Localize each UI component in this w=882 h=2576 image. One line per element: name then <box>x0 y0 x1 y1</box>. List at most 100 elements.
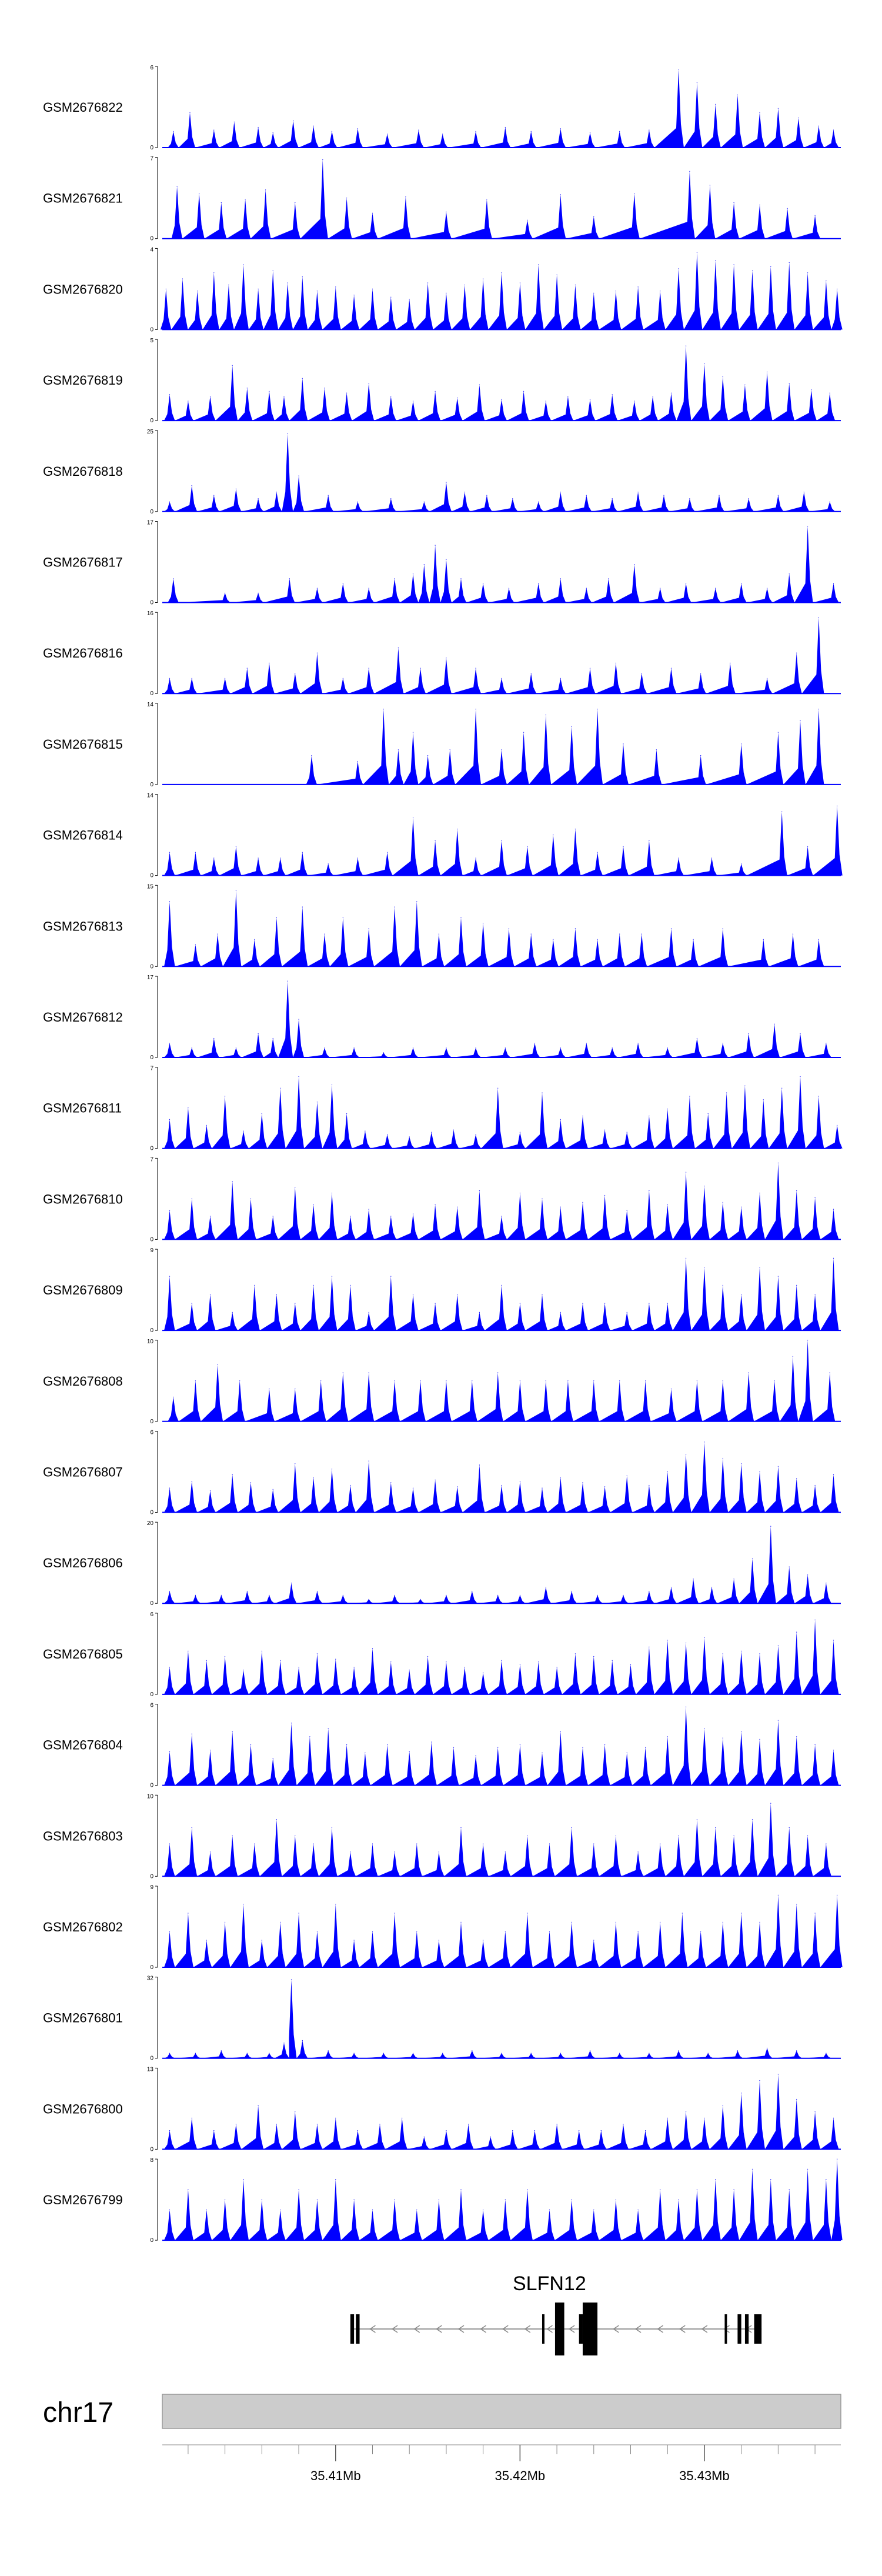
peak-point <box>189 112 191 113</box>
peak-point <box>789 573 790 575</box>
y-axis-max-label: 16 <box>147 610 154 617</box>
peak-point <box>195 1380 196 1382</box>
peak-point <box>619 131 620 132</box>
peak-point <box>320 1380 322 1382</box>
peak-point <box>501 1284 502 1286</box>
y-axis-zero-label: 0 <box>150 1964 153 1971</box>
peak-point <box>774 1023 775 1025</box>
peak-point <box>206 1660 207 1661</box>
peak-point <box>276 917 277 919</box>
peak-point <box>435 391 436 392</box>
peak-point <box>302 276 303 278</box>
coverage-area <box>164 890 824 967</box>
peak-point <box>213 1037 215 1039</box>
peak-point <box>460 917 462 919</box>
track-GSM2676819: GSM2676819 5 0 <box>43 338 841 424</box>
peak-point <box>486 495 487 496</box>
peak-point <box>781 1087 783 1089</box>
y-axis-zero-label: 0 <box>150 145 153 151</box>
peak-point <box>479 1190 480 1192</box>
y-axis-max-label: 7 <box>150 1156 153 1163</box>
peak-point <box>169 2053 171 2054</box>
coverage-area <box>160 252 843 330</box>
peak-point <box>763 939 764 940</box>
peak-point <box>435 1303 436 1304</box>
peak-point <box>667 1471 668 1473</box>
coverage-area <box>164 1620 839 1694</box>
track-GSM2676800: GSM2676800 13 0 <box>43 2066 841 2153</box>
peak-point <box>759 1739 760 1740</box>
y-axis-max-label: 15 <box>147 883 154 890</box>
track-GSM2676808: GSM2676808 10 0 <box>43 1339 841 1425</box>
track-label: GSM2676811 <box>43 1101 122 1116</box>
strand-arrow <box>480 2325 487 2333</box>
axis-tick-label: 35.43Mb <box>679 2468 730 2483</box>
peak-point <box>335 286 336 288</box>
track-GSM2676805: GSM2676805 6 0 <box>43 1611 841 1698</box>
peak-point <box>409 1136 410 1137</box>
y-axis-zero-label: 0 <box>150 326 153 333</box>
peak-point <box>777 1894 779 1896</box>
peak-point <box>787 208 788 209</box>
gene-exon <box>737 2314 741 2344</box>
track-GSM2676807: GSM2676807 6 0 <box>43 1430 841 1516</box>
coverage-area <box>164 1258 839 1331</box>
peak-point <box>612 394 613 395</box>
peak-point <box>169 2130 171 2131</box>
peak-point <box>530 2053 532 2054</box>
track-GSM2676821: GSM2676821 7 0 <box>43 156 841 242</box>
peak-point <box>777 1276 779 1277</box>
peak-point <box>711 857 713 859</box>
track-GSM2676801: GSM2676801 32 0 <box>43 1976 841 2062</box>
peak-point <box>501 399 502 400</box>
peak-point <box>814 1484 816 1486</box>
peak-point <box>220 1594 222 1596</box>
peak-point <box>693 939 694 940</box>
track-label: GSM2676813 <box>43 919 123 933</box>
peak-point <box>715 2179 716 2180</box>
peak-point <box>497 1747 499 1748</box>
peak-point <box>324 933 325 935</box>
y-axis-max-label: 6 <box>150 1703 153 1709</box>
peak-point <box>796 1736 797 1737</box>
peak-point <box>213 272 215 273</box>
peak-point <box>328 1728 329 1729</box>
track-GSM2676812: GSM2676812 17 0 <box>43 975 841 1061</box>
peak-point <box>777 495 779 496</box>
peak-point <box>209 1851 211 1853</box>
peak-point <box>604 1744 606 1746</box>
y-axis-max-label: 13 <box>147 2066 154 2073</box>
track-GSM2676820: GSM2676820 4 0 <box>43 246 843 333</box>
peak-point <box>169 1487 171 1489</box>
coverage-area <box>164 1163 839 1240</box>
y-axis-zero-label: 0 <box>150 1510 153 1516</box>
y-axis-zero-label: 0 <box>150 1783 153 1789</box>
y-axis-zero-label: 0 <box>150 1236 153 1243</box>
peak-point <box>435 840 436 842</box>
track-label: GSM2676802 <box>43 1920 123 1934</box>
peak-point <box>777 1720 779 1721</box>
peak-point <box>497 1087 499 1089</box>
peak-point <box>169 901 171 902</box>
y-axis-zero-label: 0 <box>150 1419 153 1425</box>
coverage-area <box>164 346 836 421</box>
peak-point <box>637 1851 639 1853</box>
gene-label: SLFN12 <box>513 2273 586 2295</box>
y-axis-max-label: 4 <box>150 246 153 253</box>
peak-point <box>619 933 620 935</box>
coverage-area <box>164 1895 843 1967</box>
peak-point <box>254 1284 255 1286</box>
peak-point <box>530 131 532 132</box>
peak-point <box>460 578 462 579</box>
peak-point <box>597 939 598 940</box>
y-axis-max-label: 8 <box>150 2157 153 2164</box>
gene-exon <box>754 2314 762 2344</box>
peak-point <box>169 1119 171 1120</box>
peak-point <box>302 852 303 853</box>
peak-point <box>328 863 329 865</box>
coverage-area <box>168 1340 836 1422</box>
peak-point <box>807 1574 808 1576</box>
peak-point <box>209 1490 211 1491</box>
peak-point <box>302 378 303 379</box>
peak-point <box>814 215 816 216</box>
